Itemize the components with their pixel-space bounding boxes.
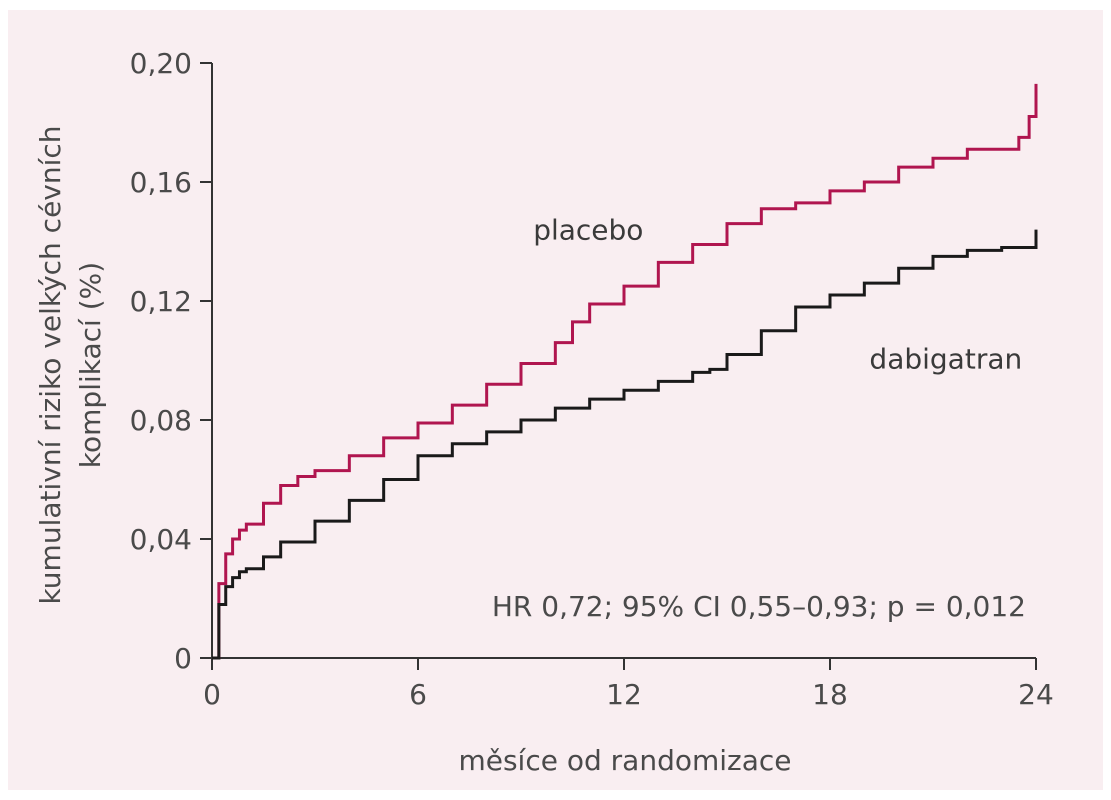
y-tick-label: 0,04 [130, 523, 192, 556]
series-labels: placebo dabigatran [533, 213, 1022, 375]
y-tick-label: 0,12 [130, 285, 192, 318]
y-tick-label: 0,16 [130, 166, 192, 199]
chart-figure: 0 0,04 0,08 0,12 0,16 0,20 0 6 12 18 24 placebo da… [8, 10, 1103, 790]
x-tick-label: 12 [606, 678, 642, 711]
series-lines [212, 83, 1038, 660]
x-axis: 0 6 12 18 24 [203, 657, 1054, 711]
y-axis-title: kumulativní riziko velkých cévních [34, 125, 67, 604]
y-axis-title-line-2: komplikací (%) [74, 262, 107, 468]
series-label-dabigatran: dabigatran [869, 343, 1022, 376]
series-label-placebo: placebo [533, 213, 643, 246]
y-axis-title: komplikací (%) [74, 262, 107, 468]
y-tick-label: 0 [174, 642, 192, 675]
y-tick-label: 0,08 [130, 404, 192, 437]
y-tick-label: 0,20 [130, 47, 192, 80]
x-axis-title: měsíce od randomizace [458, 744, 791, 777]
series-line-placebo [212, 83, 1038, 660]
y-axis-title-line-1: kumulativní riziko velkých cévních [34, 125, 67, 604]
y-axis: 0 0,04 0,08 0,12 0,16 0,20 [130, 47, 213, 675]
x-tick-label: 18 [812, 678, 848, 711]
series-line-dabigatran [212, 229, 1038, 660]
x-tick-label: 6 [409, 678, 427, 711]
x-tick-label: 0 [203, 678, 221, 711]
hazard-ratio-annotation: HR 0,72; 95% CI 0,55–0,93; p = 0,012 [492, 590, 1026, 623]
x-tick-label: 24 [1018, 678, 1054, 711]
kaplan-meier-chart: 0 0,04 0,08 0,12 0,16 0,20 0 6 12 18 24 placebo da… [34, 47, 1054, 777]
